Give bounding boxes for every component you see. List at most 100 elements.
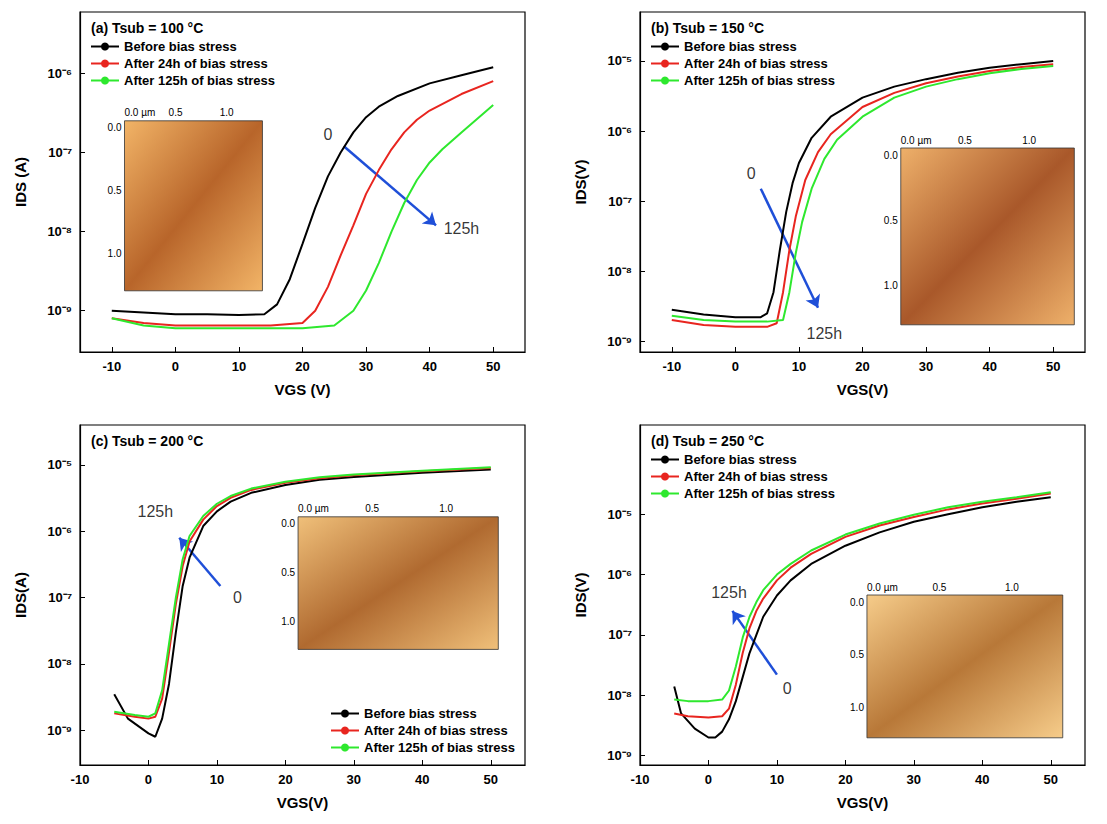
- svg-text:10⁻⁶: 10⁻⁶: [608, 124, 632, 139]
- svg-text:10⁻⁵: 10⁻⁵: [607, 507, 632, 522]
- svg-text:1.0: 1.0: [281, 616, 295, 627]
- svg-text:125h: 125h: [807, 325, 843, 342]
- svg-text:30: 30: [347, 772, 361, 787]
- svg-text:0: 0: [705, 772, 712, 787]
- svg-text:After 125h of bias stress: After 125h of bias stress: [684, 73, 835, 88]
- svg-text:10⁻⁷: 10⁻⁷: [48, 590, 72, 605]
- svg-text:10⁻⁵: 10⁻⁵: [47, 457, 72, 472]
- svg-text:10⁻⁵: 10⁻⁵: [607, 53, 632, 68]
- svg-text:-10: -10: [102, 359, 121, 374]
- svg-text:1.0: 1.0: [884, 280, 898, 291]
- svg-text:10⁻⁷: 10⁻⁷: [48, 145, 72, 160]
- svg-text:50: 50: [1046, 359, 1060, 374]
- svg-text:Before bias stress: Before bias stress: [364, 706, 477, 721]
- svg-text:After 24h of bias stress: After 24h of bias stress: [124, 56, 268, 71]
- svg-text:0: 0: [172, 359, 179, 374]
- svg-text:0.0: 0.0: [281, 518, 295, 529]
- svg-text:After 125h of bias stress: After 125h of bias stress: [364, 740, 515, 755]
- svg-text:10⁻⁶: 10⁻⁶: [48, 66, 72, 81]
- svg-text:0.0 µm: 0.0 µm: [901, 135, 932, 146]
- svg-text:(a) Tsub = 100 °C: (a) Tsub = 100 °C: [91, 20, 203, 36]
- svg-text:VGS (V): VGS (V): [275, 381, 331, 398]
- svg-text:After 24h of bias stress: After 24h of bias stress: [684, 469, 828, 484]
- svg-text:0.0: 0.0: [108, 122, 122, 133]
- svg-text:50: 50: [1044, 772, 1058, 787]
- svg-text:0: 0: [323, 126, 332, 143]
- svg-text:0: 0: [783, 680, 792, 697]
- svg-text:125h: 125h: [138, 503, 174, 520]
- svg-text:10⁻⁹: 10⁻⁹: [607, 748, 632, 763]
- svg-text:0.5: 0.5: [365, 503, 379, 514]
- svg-text:After 24h of bias stress: After 24h of bias stress: [684, 56, 828, 71]
- svg-text:Before bias stress: Before bias stress: [124, 39, 237, 54]
- svg-text:0.5: 0.5: [884, 215, 898, 226]
- svg-text:0.0: 0.0: [884, 150, 898, 161]
- svg-text:Before bias stress: Before bias stress: [684, 452, 797, 467]
- svg-text:1.0: 1.0: [220, 107, 234, 118]
- svg-text:30: 30: [907, 772, 921, 787]
- svg-text:0.0 µm: 0.0 µm: [867, 582, 898, 593]
- svg-text:1.0: 1.0: [1005, 582, 1019, 593]
- svg-text:50: 50: [484, 772, 498, 787]
- svg-text:10⁻⁹: 10⁻⁹: [607, 334, 632, 349]
- svg-text:40: 40: [422, 359, 436, 374]
- svg-text:After 125h of bias stress: After 125h of bias stress: [684, 486, 835, 501]
- svg-text:10⁻⁸: 10⁻⁸: [607, 688, 632, 703]
- svg-text:0.5: 0.5: [108, 185, 122, 196]
- svg-text:10⁻⁷: 10⁻⁷: [608, 627, 632, 642]
- svg-text:0.5: 0.5: [281, 567, 295, 578]
- svg-text:10⁻⁶: 10⁻⁶: [608, 567, 632, 582]
- svg-text:40: 40: [415, 772, 429, 787]
- svg-text:IDS(V): IDS(V): [572, 572, 589, 617]
- svg-text:20: 20: [295, 359, 309, 374]
- svg-text:0: 0: [732, 359, 739, 374]
- svg-text:(b) Tsub = 150 °C: (b) Tsub = 150 °C: [651, 20, 764, 36]
- svg-text:0: 0: [233, 589, 242, 606]
- svg-text:0.0 µm: 0.0 µm: [125, 107, 156, 118]
- svg-text:IDS (A): IDS (A): [12, 157, 29, 207]
- svg-text:-10: -10: [662, 359, 681, 374]
- svg-text:IDS(V): IDS(V): [572, 159, 589, 204]
- svg-text:VGS(V): VGS(V): [837, 381, 889, 398]
- svg-text:0: 0: [747, 165, 756, 182]
- svg-text:125h: 125h: [711, 584, 747, 601]
- svg-text:-10: -10: [71, 772, 90, 787]
- svg-text:40: 40: [982, 359, 996, 374]
- svg-text:0.5: 0.5: [932, 582, 946, 593]
- svg-text:Before bias stress: Before bias stress: [684, 39, 797, 54]
- svg-text:1.0: 1.0: [850, 702, 864, 713]
- svg-text:30: 30: [359, 359, 373, 374]
- svg-text:After 24h of bias stress: After 24h of bias stress: [364, 723, 508, 738]
- svg-text:30: 30: [919, 359, 933, 374]
- svg-text:40: 40: [975, 772, 989, 787]
- svg-text:0: 0: [145, 772, 152, 787]
- svg-text:-10: -10: [631, 772, 650, 787]
- svg-text:VGS(V): VGS(V): [837, 794, 889, 811]
- svg-text:1.0: 1.0: [1022, 135, 1036, 146]
- svg-text:10: 10: [210, 772, 224, 787]
- svg-text:20: 20: [855, 359, 869, 374]
- svg-text:After 125h of bias stress: After 125h of bias stress: [124, 73, 275, 88]
- svg-text:(d) Tsub = 250 °C: (d) Tsub = 250 °C: [651, 433, 764, 449]
- svg-text:125h: 125h: [444, 220, 480, 237]
- svg-text:0.5: 0.5: [958, 135, 972, 146]
- svg-text:10: 10: [792, 359, 806, 374]
- svg-text:10⁻⁸: 10⁻⁸: [607, 264, 632, 279]
- svg-text:10⁻⁹: 10⁻⁹: [47, 303, 72, 318]
- svg-text:50: 50: [486, 359, 500, 374]
- svg-text:10⁻⁹: 10⁻⁹: [47, 723, 72, 738]
- svg-text:0.0: 0.0: [850, 597, 864, 608]
- svg-text:20: 20: [838, 772, 852, 787]
- svg-text:0.5: 0.5: [169, 107, 183, 118]
- svg-text:VGS(V): VGS(V): [277, 794, 329, 811]
- svg-text:10⁻⁸: 10⁻⁸: [47, 656, 72, 671]
- svg-text:1.0: 1.0: [439, 503, 453, 514]
- svg-text:0.0 µm: 0.0 µm: [298, 503, 329, 514]
- svg-text:20: 20: [278, 772, 292, 787]
- svg-text:10⁻⁶: 10⁻⁶: [48, 524, 72, 539]
- svg-text:IDS(A): IDS(A): [12, 572, 29, 618]
- svg-text:10⁻⁷: 10⁻⁷: [608, 194, 632, 209]
- svg-text:10: 10: [232, 359, 246, 374]
- svg-text:0.5: 0.5: [850, 649, 864, 660]
- svg-text:1.0: 1.0: [108, 248, 122, 259]
